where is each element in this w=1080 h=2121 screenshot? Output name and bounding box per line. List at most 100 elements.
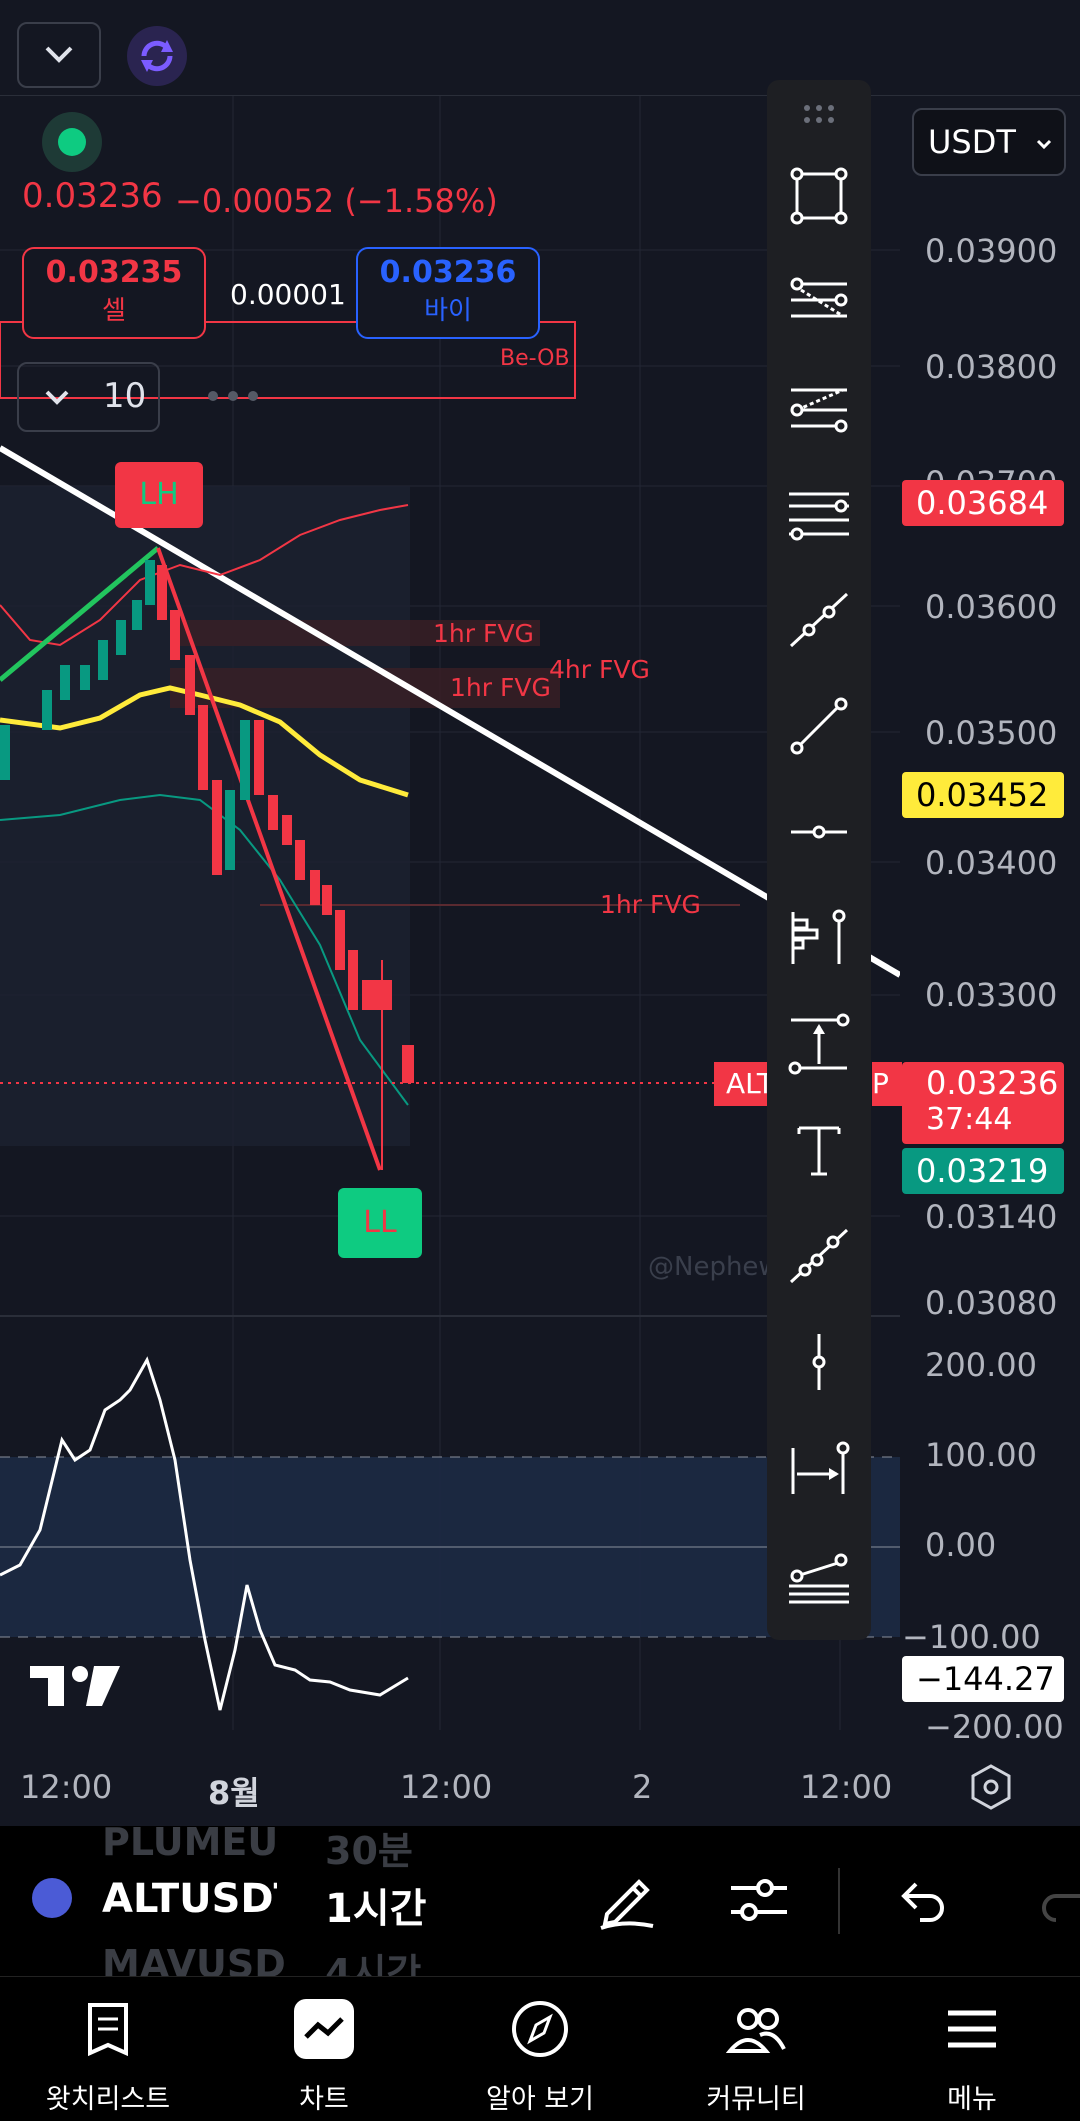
nav-menu[interactable]: 메뉴 — [864, 1977, 1080, 2121]
interval-value: 10 — [103, 376, 147, 416]
sync-button[interactable] — [127, 26, 187, 86]
toolbar-divider — [838, 1868, 840, 1934]
price-tick: 0.03300 — [925, 976, 1058, 1014]
undo-button[interactable] — [896, 1874, 948, 1930]
ll-marker: LL — [338, 1188, 422, 1258]
symbol-name[interactable]: ALTUSDT — [102, 1876, 277, 1922]
regression-icon[interactable] — [767, 1524, 871, 1624]
interval-name[interactable]: 1시간 — [325, 1886, 427, 1932]
symbol-price-tag-start: ALT — [714, 1062, 774, 1106]
price-range-icon[interactable] — [767, 994, 871, 1094]
redo-button[interactable] — [1040, 1874, 1080, 1930]
horizontal-ray-icon[interactable] — [767, 782, 871, 882]
currency-selector[interactable]: USDT — [912, 108, 1066, 176]
chevron-down-icon — [1036, 139, 1052, 150]
symbol-logo-icon — [32, 1878, 72, 1918]
price-tick: 0.03140 — [925, 1198, 1058, 1236]
symbol-picker-bar: PLUMEU 30분 ALTUSDT 1시간 MAVUSD 4시간 — [0, 1820, 1080, 1976]
parallel-channel-icon[interactable] — [767, 464, 871, 564]
chevron-down-icon — [45, 390, 69, 405]
nav-explore[interactable]: 알아 보기 — [432, 1977, 648, 2121]
nav-chart[interactable]: 차트 — [216, 1977, 432, 2121]
osc-tick: −200.00 — [925, 1708, 1064, 1746]
price-tick: 0.03500 — [925, 714, 1058, 752]
vertical-line-icon[interactable] — [767, 1312, 871, 1412]
sell-button[interactable]: 0.03235 셀 — [22, 247, 206, 339]
trend-line-icon[interactable] — [767, 676, 871, 776]
watchlist-icon — [88, 2003, 128, 2057]
price-tag-green: 0.03219 — [902, 1148, 1064, 1194]
price-chart[interactable] — [0, 96, 900, 1826]
chevron-down-icon — [45, 46, 73, 63]
sell-label: 셀 — [102, 296, 126, 326]
compass-icon — [512, 2001, 568, 2057]
date-range-icon[interactable] — [767, 1418, 871, 1518]
last-price: 0.03236 — [22, 176, 163, 216]
lh-marker: LH — [115, 462, 203, 528]
ray-icon[interactable] — [767, 570, 871, 670]
sync-icon — [141, 40, 173, 72]
price-tick: 0.03600 — [925, 588, 1058, 626]
time-tick: 12:00 — [800, 1768, 893, 1806]
spread-value: 0.00001 — [230, 278, 346, 311]
more-icon[interactable] — [205, 388, 265, 402]
sliders-icon — [731, 1879, 787, 1921]
drag-handle-icon[interactable] — [767, 94, 871, 134]
symbol-price-tag-end: P — [872, 1062, 902, 1106]
rectangle-tool-icon[interactable] — [767, 146, 871, 246]
osc-tick: 200.00 — [925, 1346, 1037, 1384]
drawing-toolbar — [767, 80, 871, 1640]
buy-label: 바이 — [424, 296, 472, 326]
nav-label: 커뮤니티 — [706, 2084, 806, 2115]
price-tag-yellow: 0.03452 — [902, 772, 1064, 818]
fvg-label-1: 1hr FVG — [433, 619, 534, 648]
symbol-above[interactable]: PLUMEU — [102, 1820, 279, 1864]
osc-value-tag: −144.27 — [902, 1656, 1064, 1702]
indicators-button[interactable] — [727, 1870, 791, 1934]
text-tool-icon[interactable] — [767, 1100, 871, 1200]
buy-price: 0.03236 — [379, 255, 517, 290]
nav-watchlist[interactable]: 왓치리스트 — [0, 1977, 216, 2121]
price-tick: 0.03900 — [925, 232, 1058, 270]
price-tick: 0.03400 — [925, 844, 1058, 882]
draw-button[interactable] — [595, 1866, 659, 1934]
currency-label: USDT — [928, 123, 1016, 161]
bottom-navigation: 왓치리스트 차트 알아 보기 커뮤니티 메뉴 — [0, 1976, 1080, 2121]
hexagon-settings-icon — [971, 1764, 1011, 1810]
volume-profile-icon[interactable] — [767, 888, 871, 988]
nav-community[interactable]: 커뮤니티 — [648, 1977, 864, 2121]
time-tick: 2 — [632, 1768, 653, 1806]
bar-countdown: 37:44 — [926, 1102, 1013, 1137]
current-price-tag: 0.03236 37:44 — [902, 1062, 1064, 1144]
interval-below[interactable]: 4시간 — [325, 1951, 422, 1976]
interval-above[interactable]: 30분 — [325, 1829, 413, 1873]
osc-tick: −100.00 — [902, 1618, 1041, 1656]
be-ob-label: Be-OB — [500, 346, 570, 371]
nav-label: 알아 보기 — [486, 2084, 594, 2115]
nav-label: 왓치리스트 — [45, 2084, 171, 2115]
chart-settings-button[interactable] — [966, 1762, 1016, 1816]
osc-tick: 100.00 — [925, 1436, 1037, 1474]
trend-fib-icon[interactable] — [767, 358, 871, 458]
watermark: @Nephew — [648, 1252, 780, 1282]
sell-price: 0.03235 — [45, 255, 183, 290]
ll-label: LL — [363, 1205, 397, 1240]
community-icon — [726, 2008, 786, 2053]
interval-selector[interactable]: 10 — [17, 362, 160, 432]
price-tick: 0.03800 — [925, 348, 1058, 386]
fvg-label-2: 1hr FVG — [450, 673, 551, 702]
osc-tick: 0.00 — [925, 1526, 997, 1564]
extended-line-icon[interactable] — [767, 1206, 871, 1306]
price-tick: 0.03080 — [925, 1284, 1058, 1322]
symbol-below[interactable]: MAVUSD — [102, 1942, 286, 1976]
tradingview-logo-icon[interactable] — [30, 1662, 122, 1712]
price-tag-red: 0.03684 — [902, 480, 1064, 526]
collapse-dropdown-button[interactable] — [17, 22, 101, 88]
fvg-label-4: 1hr FVG — [600, 890, 701, 919]
time-tick: 12:00 — [400, 1768, 493, 1806]
fib-retracement-icon[interactable] — [767, 252, 871, 352]
current-price: 0.03236 — [926, 1064, 1059, 1102]
undo-icon — [901, 1882, 944, 1922]
buy-button[interactable]: 0.03236 바이 — [356, 247, 540, 339]
pencil-icon — [600, 1879, 654, 1930]
